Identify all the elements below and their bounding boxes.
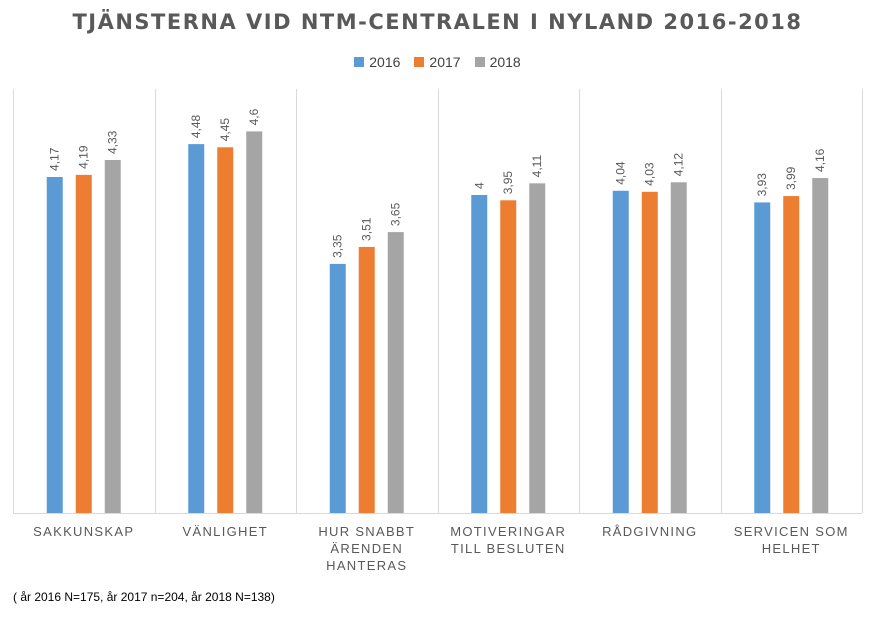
bar-2018 bbox=[529, 183, 546, 513]
bar-2018 bbox=[246, 131, 263, 513]
legend-item-2018: 2018 bbox=[474, 54, 521, 70]
legend-item-2016: 2016 bbox=[354, 54, 400, 70]
sample-size-footnote: ( år 2016 N=175, år 2017 n=204, år 2018 … bbox=[13, 590, 275, 604]
bar-2018 bbox=[387, 232, 404, 513]
bar-2017 bbox=[75, 174, 92, 514]
data-label: 3,93 bbox=[755, 173, 769, 197]
legend-item-2017: 2017 bbox=[414, 54, 461, 70]
data-label: 4,16 bbox=[813, 148, 827, 172]
data-label: 4,03 bbox=[643, 162, 657, 186]
data-label: 4,04 bbox=[614, 161, 628, 185]
category-label: HANTERAS bbox=[326, 558, 407, 573]
data-label: 4,33 bbox=[106, 130, 120, 154]
category-label: HUR SNABBT bbox=[318, 524, 415, 539]
data-label: 3,65 bbox=[389, 202, 403, 226]
bar-2016 bbox=[329, 263, 346, 513]
category-label: SAKKUNSKAP bbox=[33, 524, 134, 539]
chart-title: TJÄNSTERNA VID NTM-CENTRALEN I NYLAND 20… bbox=[72, 10, 803, 34]
bar-2017 bbox=[217, 147, 234, 514]
data-label: 4,17 bbox=[48, 147, 62, 171]
category-label: VÄNLIGHET bbox=[183, 524, 268, 539]
category-label: RÅDGIVNING bbox=[602, 524, 697, 539]
data-label: 4,12 bbox=[672, 153, 686, 177]
legend-swatch bbox=[354, 57, 365, 67]
bar-2016 bbox=[471, 195, 488, 513]
category-label: MOTIVERINGAR bbox=[450, 524, 566, 539]
legend-label: 2016 bbox=[369, 54, 401, 70]
bar-2016 bbox=[46, 176, 63, 514]
bar-2016 bbox=[188, 144, 205, 513]
category-label: HELHET bbox=[762, 541, 821, 556]
bar-2017 bbox=[358, 246, 375, 513]
data-label: 4,6 bbox=[247, 108, 261, 125]
bar-2016 bbox=[612, 190, 629, 513]
category-label: TILL BESLUTEN bbox=[451, 541, 566, 556]
data-label: 4,45 bbox=[218, 118, 232, 142]
data-label: 4 bbox=[472, 182, 486, 189]
data-label: 3,35 bbox=[331, 234, 345, 258]
bar-2017 bbox=[783, 196, 800, 513]
bar-2017 bbox=[641, 191, 658, 513]
bar-2018 bbox=[812, 178, 829, 514]
bar-2018 bbox=[104, 160, 121, 513]
bar-2016 bbox=[754, 202, 771, 514]
category-label: ÄRENDEN bbox=[330, 541, 403, 556]
chart-legend: 2016 2017 2018 bbox=[0, 54, 875, 70]
legend-label: 2018 bbox=[489, 54, 521, 70]
data-label: 3,51 bbox=[360, 217, 374, 241]
legend-swatch bbox=[414, 57, 425, 67]
data-label: 3,99 bbox=[784, 166, 798, 190]
bar-2018 bbox=[670, 182, 687, 513]
legend-label: 2017 bbox=[429, 54, 461, 70]
data-label: 4,19 bbox=[77, 145, 91, 169]
data-label: 4,48 bbox=[189, 114, 203, 138]
category-label: SERVICEN SOM bbox=[734, 524, 849, 539]
data-label: 4,11 bbox=[530, 155, 544, 178]
bar-2017 bbox=[500, 200, 517, 514]
legend-swatch bbox=[474, 57, 485, 67]
data-label: 3,95 bbox=[501, 171, 515, 195]
